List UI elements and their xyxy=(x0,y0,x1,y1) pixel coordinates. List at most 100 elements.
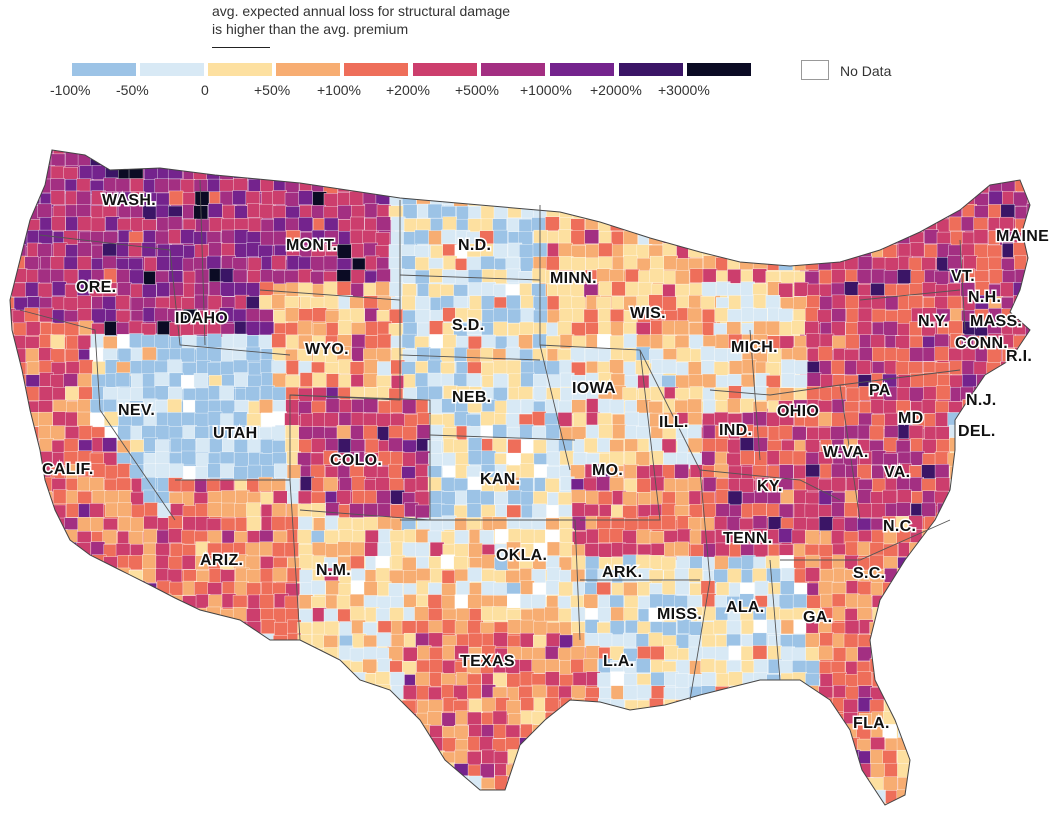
county-cell xyxy=(741,698,757,714)
county-cell xyxy=(805,152,821,168)
county-cell xyxy=(402,150,417,155)
county-cell xyxy=(674,152,690,167)
county-cell xyxy=(1028,297,1030,312)
county-cell xyxy=(351,243,366,258)
county-cell xyxy=(857,541,872,556)
county-cell xyxy=(663,763,679,778)
county-cell xyxy=(337,712,352,727)
county-cell xyxy=(648,515,663,530)
county-cell xyxy=(469,150,484,155)
county-cell xyxy=(233,229,249,244)
county-cell xyxy=(362,166,378,182)
county-cell xyxy=(857,804,872,805)
county-cell xyxy=(219,724,234,739)
county-cell xyxy=(63,660,79,676)
county-cell xyxy=(169,281,184,297)
county-cell xyxy=(324,412,339,427)
county-cell xyxy=(415,296,430,311)
county-cell xyxy=(77,608,92,623)
county-cell xyxy=(1025,737,1030,752)
county-cell xyxy=(12,412,28,427)
county-cell xyxy=(544,724,559,739)
county-cell xyxy=(831,386,846,401)
county-cell xyxy=(10,242,14,258)
county-cell xyxy=(1052,491,1062,505)
county-cell xyxy=(246,282,261,297)
county-cell xyxy=(349,167,365,182)
county-cell xyxy=(52,777,67,793)
county-cell xyxy=(741,776,757,791)
county-cell xyxy=(1000,282,1015,297)
county-cell xyxy=(649,763,665,779)
county-cell xyxy=(220,646,235,662)
county-cell xyxy=(740,150,756,155)
county-cell xyxy=(287,659,302,675)
county-cell xyxy=(1014,425,1030,440)
county-cell xyxy=(53,489,68,504)
county-cell xyxy=(649,738,665,753)
county-cell xyxy=(116,803,132,805)
county-cell xyxy=(286,713,302,728)
county-cell xyxy=(975,607,991,622)
county-cell xyxy=(844,517,859,532)
county-cell xyxy=(534,192,549,208)
county-cell xyxy=(883,437,898,452)
state-label-nd: N.D. xyxy=(458,237,491,254)
county-cell xyxy=(39,647,54,662)
county-cell xyxy=(52,684,67,699)
county-cell xyxy=(441,229,456,245)
county-cell xyxy=(455,179,471,195)
county-cell xyxy=(648,373,664,388)
county-cell xyxy=(51,281,67,296)
county-cell xyxy=(947,544,963,559)
county-cell xyxy=(1052,517,1062,531)
county-cell xyxy=(870,283,885,298)
county-cell xyxy=(221,490,236,505)
county-cell xyxy=(661,205,676,220)
county-cell xyxy=(220,463,235,478)
county-cell xyxy=(676,777,692,793)
county-cell xyxy=(663,255,678,270)
county-cell xyxy=(690,763,705,778)
county-cell xyxy=(741,619,756,635)
county-cell xyxy=(519,244,534,259)
county-cell xyxy=(180,724,195,739)
county-cell xyxy=(466,348,482,364)
county-cell xyxy=(676,711,691,727)
county-cell xyxy=(741,359,757,374)
state-label-mich: MICH. xyxy=(731,339,778,356)
county-cell xyxy=(546,750,561,766)
county-cell xyxy=(794,374,809,390)
county-cell xyxy=(1014,567,1030,583)
county-cell xyxy=(156,593,172,609)
county-cell xyxy=(206,606,221,622)
state-label-va: VA. xyxy=(884,464,910,481)
county-cell xyxy=(780,619,796,635)
county-cell xyxy=(766,606,781,622)
county-cell xyxy=(416,750,431,766)
county-cell xyxy=(493,582,509,597)
county-cell xyxy=(740,295,756,310)
county-cell xyxy=(38,659,54,675)
county-cell xyxy=(169,619,184,634)
county-cell xyxy=(648,632,663,647)
county-cell xyxy=(375,232,391,247)
county-cell xyxy=(10,269,15,285)
county-cell xyxy=(950,528,965,543)
county-cell xyxy=(923,737,939,753)
county-cell xyxy=(818,152,834,167)
county-cell xyxy=(688,361,703,377)
county-cell xyxy=(142,620,157,636)
county-cell xyxy=(363,581,379,596)
county-cell xyxy=(1040,440,1054,454)
county-cell xyxy=(1052,583,1062,597)
county-cell xyxy=(299,554,314,569)
county-cell xyxy=(247,217,263,233)
county-cell xyxy=(520,788,535,803)
county-cell xyxy=(24,710,40,726)
county-cell xyxy=(611,281,626,296)
county-cell xyxy=(247,700,262,715)
county-cell xyxy=(791,231,806,246)
state-label-sd: S.D. xyxy=(452,317,484,334)
county-cell xyxy=(363,646,379,662)
